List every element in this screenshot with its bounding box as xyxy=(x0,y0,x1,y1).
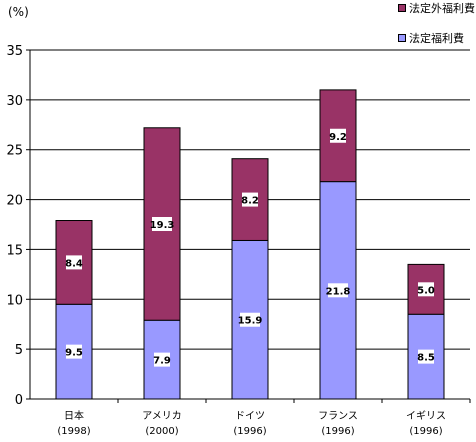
data-label: 19.3 xyxy=(150,220,175,231)
legend-label-non-statutory: 法定外福利費 xyxy=(409,2,475,15)
data-label-box xyxy=(330,128,346,143)
data-label-box xyxy=(152,217,172,232)
x-category-label: 日本 xyxy=(64,409,84,422)
bars xyxy=(55,89,445,400)
data-label-box xyxy=(66,255,82,270)
data-label: 8.2 xyxy=(241,196,259,207)
data-label: 7.9 xyxy=(153,356,171,367)
axes: 0 5 10 15 20 25 30 35 日本 (1998) アメリカ (2000) ドイツ (1996… xyxy=(6,44,471,437)
x-category-label: ドイツ xyxy=(235,411,265,422)
data-label-box xyxy=(418,282,434,297)
x-category-year: (2000) xyxy=(145,426,178,437)
data-label-box xyxy=(418,349,434,364)
legend-label-statutory: 法定福利費 xyxy=(409,32,464,45)
data-labels: 9.5 8.4 7.9 19.3 15.9 8.2 21.8 9.2 8.5 5.0 xyxy=(65,128,435,367)
data-label: 9.2 xyxy=(329,132,347,143)
data-label-box xyxy=(66,344,82,359)
legend-item-non-statutory: 法定外福利費 xyxy=(398,2,476,16)
y-axis-unit-label: (%) xyxy=(8,5,29,19)
y-tick-label: 25 xyxy=(6,144,23,159)
y-tick-label: 5 xyxy=(15,343,23,358)
x-category-label: フランス xyxy=(318,410,358,422)
x-category-year: (1996) xyxy=(233,426,266,437)
data-label-box xyxy=(240,312,260,327)
legend: 法定外福利費 法定福利費 xyxy=(398,2,476,46)
data-label: 21.8 xyxy=(326,286,351,297)
legend-swatch-statutory xyxy=(398,34,406,42)
data-label: 8.5 xyxy=(417,353,435,364)
x-category-year: (1996) xyxy=(409,426,442,437)
y-tick-label: 20 xyxy=(6,194,23,209)
x-category-year: (1996) xyxy=(321,426,354,437)
data-label: 8.4 xyxy=(65,258,83,269)
y-tick-label: 10 xyxy=(6,293,23,308)
x-category-year: (1998) xyxy=(57,426,90,437)
data-label: 5.0 xyxy=(417,285,435,296)
data-label-box xyxy=(154,352,170,367)
y-tick-label: 0 xyxy=(15,393,23,408)
data-label-box xyxy=(328,283,348,298)
y-tick-label: 15 xyxy=(6,243,23,258)
data-label: 15.9 xyxy=(238,316,263,327)
x-category-label: アメリカ xyxy=(142,410,182,422)
legend-swatch-non-statutory xyxy=(398,4,406,12)
y-tick-label: 35 xyxy=(6,44,23,59)
x-category-label: イギリス xyxy=(406,410,446,422)
data-label: 9.5 xyxy=(65,348,83,359)
y-tick-label: 30 xyxy=(6,94,23,109)
data-label-box xyxy=(242,192,258,207)
legend-item-statutory: 法定福利費 xyxy=(398,32,476,46)
